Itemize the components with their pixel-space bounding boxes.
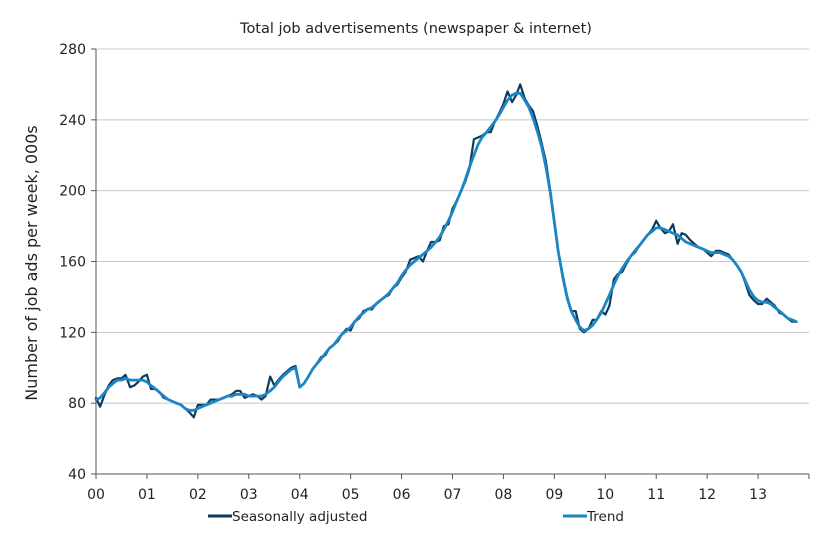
y-tick-label: 40 <box>68 467 86 483</box>
y-tick-label: 280 <box>59 42 86 58</box>
x-tick-label: 04 <box>291 487 309 503</box>
x-tick-label: 13 <box>749 487 767 503</box>
series-line-trend <box>94 91 798 412</box>
x-tick-label: 07 <box>444 487 462 503</box>
y-tick-label: 200 <box>59 184 86 200</box>
y-axis-label: Number of job ads per week, 000s <box>22 125 41 400</box>
x-tick-label: 05 <box>342 487 360 503</box>
series-line-seasonally-adjusted <box>94 83 798 419</box>
x-tick-label: 11 <box>647 487 665 503</box>
x-tick-label: 00 <box>87 487 105 503</box>
x-tick-label: 12 <box>698 487 716 503</box>
x-axis-tick-labels: 00 01 02 03 04 05 06 07 08 09 10 11 12 13 <box>87 487 767 503</box>
gridlines <box>96 48 809 404</box>
y-tick-label: 160 <box>59 255 86 271</box>
chart-title: Total job advertisements (newspaper & in… <box>239 21 592 37</box>
x-tick-label: 03 <box>240 487 258 503</box>
axes <box>91 48 810 479</box>
x-tick-label: 01 <box>138 487 156 503</box>
x-tick-label: 02 <box>189 487 207 503</box>
y-tick-label: 240 <box>59 113 86 129</box>
y-tick-label: 80 <box>68 396 86 412</box>
legend-label-trend: Trend <box>586 509 624 525</box>
y-tick-label: 120 <box>59 325 86 341</box>
legend-label-seasonally-adjusted: Seasonally adjusted <box>232 509 367 525</box>
x-tick-label: 09 <box>545 487 563 503</box>
x-tick-label: 06 <box>393 487 411 503</box>
y-axis-tick-labels: 40 80 120 160 200 240 280 <box>59 42 86 483</box>
series-lines <box>94 83 798 419</box>
legend: Seasonally adjusted Trend <box>208 509 624 525</box>
x-tick-label: 10 <box>596 487 614 503</box>
x-tick-label: 08 <box>495 487 513 503</box>
